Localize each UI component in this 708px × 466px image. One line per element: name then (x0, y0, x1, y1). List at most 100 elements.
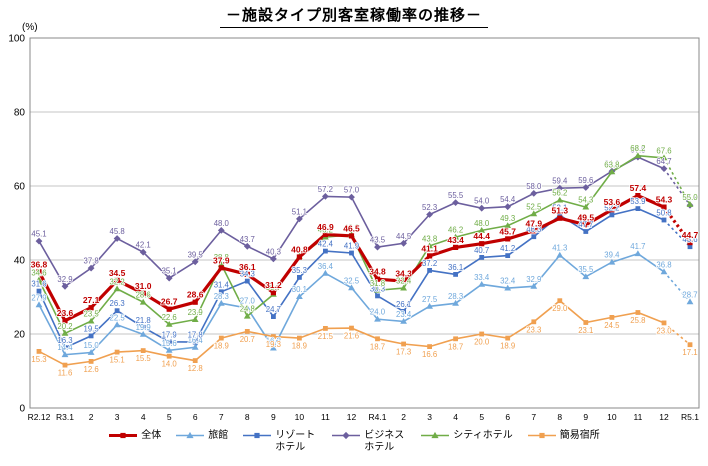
series-markers (35, 152, 694, 368)
svg-text:32.4: 32.4 (396, 277, 412, 286)
svg-text:43.5: 43.5 (370, 236, 386, 245)
svg-text:32.2: 32.2 (110, 277, 125, 286)
svg-text:28.7: 28.7 (682, 290, 697, 299)
svg-text:49.5: 49.5 (578, 212, 595, 222)
svg-text:R2.12: R2.12 (28, 412, 51, 422)
svg-text:21.6: 21.6 (344, 332, 359, 341)
svg-text:23.4: 23.4 (396, 310, 412, 319)
svg-text:8: 8 (245, 412, 250, 422)
svg-text:80: 80 (14, 108, 26, 119)
svg-text:20.2: 20.2 (57, 322, 72, 331)
svg-text:40.3: 40.3 (266, 247, 281, 256)
svg-text:19.5: 19.5 (84, 324, 100, 333)
svg-text:18.9: 18.9 (214, 342, 229, 351)
svg-text:41.1: 41.1 (421, 243, 438, 253)
svg-text:0: 0 (19, 404, 25, 415)
legend-label: 全体 (141, 430, 162, 441)
svg-text:12.6: 12.6 (84, 365, 99, 374)
svg-text:64.0: 64.0 (604, 160, 620, 169)
svg-text:33.4: 33.4 (474, 273, 490, 282)
svg-text:5: 5 (167, 412, 172, 422)
svg-text:3: 3 (427, 412, 432, 422)
svg-text:23.9: 23.9 (188, 308, 203, 317)
svg-text:28.3: 28.3 (448, 292, 463, 301)
svg-text:6: 6 (193, 412, 198, 422)
svg-text:21.5: 21.5 (318, 332, 334, 341)
svg-text:20: 20 (14, 330, 26, 341)
svg-text:50.8: 50.8 (656, 209, 671, 218)
svg-text:36.8: 36.8 (656, 260, 671, 269)
svg-text:43.8: 43.8 (422, 234, 437, 243)
svg-text:28.6: 28.6 (187, 290, 204, 300)
svg-text:36.1: 36.1 (448, 263, 463, 272)
svg-text:35.1: 35.1 (162, 267, 177, 276)
svg-text:37.9: 37.9 (213, 255, 230, 265)
svg-text:48.0: 48.0 (474, 219, 490, 228)
svg-text:19.9: 19.9 (136, 323, 151, 332)
svg-text:24.8: 24.8 (240, 305, 255, 314)
svg-text:42.1: 42.1 (136, 241, 151, 250)
svg-text:31.4: 31.4 (214, 280, 230, 289)
svg-text:11.6: 11.6 (58, 369, 73, 378)
svg-text:68.2: 68.2 (630, 144, 645, 153)
svg-text:60: 60 (14, 182, 26, 193)
svg-text:52.5: 52.5 (526, 202, 542, 211)
legend: 全体 旅館 リゾートホテル ビジネスホテル シティホテル 簡易宿所 (0, 430, 708, 454)
svg-text:12: 12 (659, 412, 669, 422)
legend-item-1: 旅館 (175, 430, 228, 442)
svg-text:12: 12 (347, 412, 357, 422)
svg-text:14.0: 14.0 (162, 360, 178, 369)
svg-text:30.7: 30.7 (266, 283, 281, 292)
svg-text:55.0: 55.0 (682, 193, 698, 202)
svg-text:43.4: 43.4 (447, 235, 464, 245)
svg-text:57.4: 57.4 (630, 183, 647, 193)
svg-text:27.9: 27.9 (31, 293, 46, 302)
svg-text:6: 6 (505, 412, 510, 422)
svg-text:23.0: 23.0 (656, 326, 672, 335)
svg-text:8: 8 (557, 412, 562, 422)
svg-text:45.1: 45.1 (31, 230, 46, 239)
svg-text:43.7: 43.7 (240, 235, 255, 244)
svg-text:17.3: 17.3 (396, 348, 411, 357)
svg-text:56.2: 56.2 (552, 189, 567, 198)
svg-text:34.3: 34.3 (395, 269, 412, 279)
chart-title: －施設タイプ別客室稼働率の推移－ (219, 4, 488, 28)
svg-text:24.5: 24.5 (604, 321, 620, 330)
svg-text:26.7: 26.7 (161, 297, 178, 307)
svg-text:49.3: 49.3 (500, 214, 515, 223)
svg-text:5: 5 (479, 412, 484, 422)
legend-item-3: ビジネスホテル (331, 430, 406, 454)
svg-text:20.7: 20.7 (240, 335, 255, 344)
svg-text:24.7: 24.7 (266, 305, 281, 314)
svg-text:28.3: 28.3 (214, 292, 229, 301)
svg-text:11: 11 (321, 412, 330, 422)
svg-text:57.0: 57.0 (344, 186, 360, 195)
svg-text:32.4: 32.4 (500, 277, 516, 286)
svg-text:32.9: 32.9 (57, 275, 72, 284)
svg-text:21.8: 21.8 (136, 316, 151, 325)
svg-text:16.4: 16.4 (188, 336, 204, 345)
svg-text:32.9: 32.9 (526, 275, 541, 284)
svg-text:39.4: 39.4 (604, 251, 620, 260)
svg-text:R4.1: R4.1 (369, 412, 387, 422)
svg-text:34.6: 34.6 (31, 269, 46, 278)
svg-text:2: 2 (89, 412, 94, 422)
svg-text:39.5: 39.5 (188, 250, 204, 259)
svg-text:23.5: 23.5 (84, 310, 100, 319)
svg-text:53.9: 53.9 (630, 197, 645, 206)
svg-text:54.8: 54.8 (682, 194, 697, 203)
svg-text:100: 100 (8, 34, 25, 45)
svg-text:46.8: 46.8 (344, 223, 359, 232)
svg-text:17.9: 17.9 (162, 330, 177, 339)
svg-text:22.6: 22.6 (162, 313, 177, 322)
svg-text:32.5: 32.5 (344, 276, 360, 285)
svg-text:22.5: 22.5 (110, 313, 126, 322)
grid-and-axes: 0 20 40 60 80 100 R2.12 R3.1 2 3 4 5 6 7 8 9 10 11 12 R4.1 2… (8, 34, 700, 422)
svg-text:51.3: 51.3 (552, 206, 569, 216)
svg-text:10: 10 (607, 412, 617, 422)
svg-text:15.6: 15.6 (162, 339, 177, 348)
svg-text:46.2: 46.2 (318, 226, 333, 235)
chart-title-wrap: －施設タイプ別客室稼働率の推移－ (0, 4, 708, 28)
svg-text:20.0: 20.0 (474, 338, 490, 347)
svg-text:44.7: 44.7 (682, 230, 699, 240)
